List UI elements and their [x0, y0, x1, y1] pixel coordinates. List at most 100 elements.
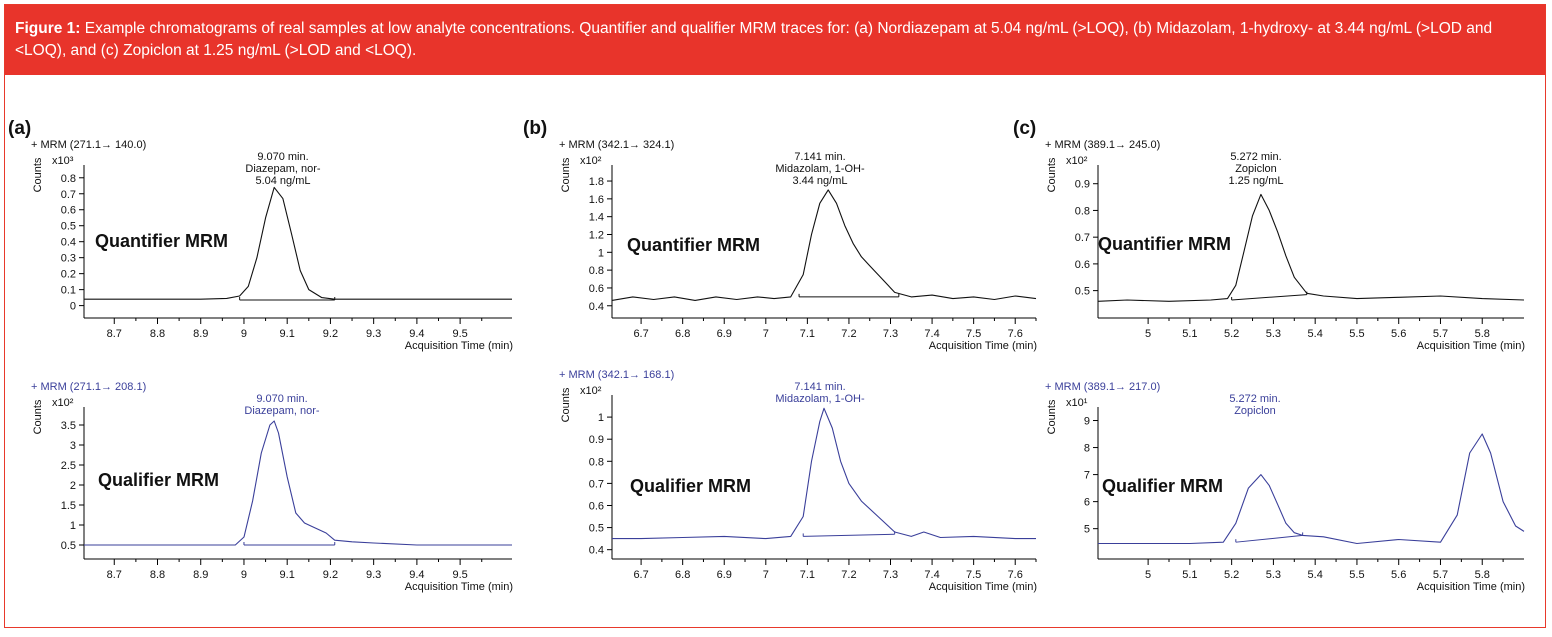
x-tick-label: 5.1 [1182, 569, 1197, 581]
y-tick-label: 9 [1084, 416, 1090, 428]
chart-panel-4: + MRM (271.1→ 208.1) x10² Counts 0.5 1 1.5 2 2.… [31, 381, 513, 593]
y-tick-label: 6 [1084, 497, 1090, 509]
y-tick-label: 2 [70, 480, 76, 492]
y-tick-label: 1.2 [589, 229, 604, 241]
trace-title: + MRM (389.1→ 217.0) [1045, 381, 1160, 393]
x-tick-label: 7.6 [1008, 569, 1023, 581]
y-tick-label: 0.8 [1075, 205, 1090, 217]
x-tick-label: 7 [763, 569, 769, 581]
x-tick-label: 9.3 [366, 328, 381, 340]
chromatogram-trace [84, 420, 512, 546]
x-tick-label: 7.2 [841, 569, 856, 581]
chart-panel-2: (b) + MRM (342.1→ 324.1) x10² Counts 0.4 0.6 0… [523, 118, 1037, 352]
y-tick-label: 0.4 [589, 545, 604, 557]
y-tick-label: 1.6 [589, 194, 604, 206]
y-tick-label: 3 [70, 440, 76, 452]
x-tick-label: 6.7 [633, 569, 648, 581]
chart-panel-1: (a)+ MRM (271.1→ 140.0) x10³ Counts 0 0.1 0.2… [8, 118, 513, 352]
x-tick-label: 6.8 [675, 569, 690, 581]
y-tick-label: 5 [1084, 524, 1090, 536]
y-tick-label: 0.7 [61, 189, 76, 201]
caption-text: Example chromatograms of real samples at… [15, 20, 1493, 59]
x-tick-label: 8.9 [193, 569, 208, 581]
peak-annotation: 5.272 min. [1230, 151, 1281, 163]
y-tick-label: 1.8 [589, 176, 604, 188]
x-tick-label: 9 [241, 569, 247, 581]
chart-panel-3: (c) + MRM (389.1→ 245.0) x10² Counts 0.5 0.6 0… [1013, 118, 1525, 352]
y-axis-label: Counts [32, 399, 44, 434]
x-tick-label: 9.3 [366, 569, 381, 581]
x-tick-label: 5 [1145, 569, 1151, 581]
x-axis-label: Acquisition Time (min) [1417, 340, 1525, 352]
x-tick-label: 5.5 [1349, 328, 1364, 340]
panel-letter: (b) [523, 118, 547, 139]
y-tick-label: 0.6 [61, 205, 76, 217]
x-tick-label: 9.2 [323, 328, 338, 340]
y-axis-label: Counts [1046, 157, 1058, 192]
x-tick-label: 7.3 [883, 328, 898, 340]
x-tick-label: 5.7 [1433, 569, 1448, 581]
y-tick-label: 0.2 [61, 269, 76, 281]
y-tick-label: 0.7 [589, 478, 604, 490]
x-tick-label: 5.8 [1475, 569, 1490, 581]
y-tick-label: 0.8 [589, 456, 604, 468]
axis-multiplier: x10¹ [1066, 397, 1088, 409]
x-tick-label: 5.4 [1308, 569, 1323, 581]
x-tick-label: 7.6 [1008, 328, 1023, 340]
trace-title: + MRM (271.1→ 140.0) [31, 139, 146, 151]
x-tick-label: 5.3 [1266, 328, 1281, 340]
x-tick-label: 9.1 [280, 569, 295, 581]
y-tick-label: 0.9 [1075, 179, 1090, 191]
panel-letter: (a) [8, 118, 31, 139]
y-tick-label: 0.5 [61, 540, 76, 552]
y-tick-label: 2.5 [61, 460, 76, 472]
mode-label: Qualifier MRM [1102, 476, 1223, 496]
caption-label: Figure 1: [15, 20, 81, 37]
peak-annotation: Midazolam, 1-OH- [775, 163, 865, 175]
x-tick-label: 6.8 [675, 328, 690, 340]
x-tick-label: 8.9 [193, 328, 208, 340]
chart-panel-5: + MRM (342.1→ 168.1) x10² Counts 0.4 0.5 0.6 0… [559, 369, 1037, 593]
y-axis-label: Counts [32, 157, 44, 192]
peak-annotation: 1.25 ng/mL [1228, 175, 1283, 187]
axis-multiplier: x10² [52, 397, 74, 409]
y-tick-label: 0 [70, 301, 76, 313]
peak-annotation: Zopiclon [1234, 405, 1276, 417]
chromatogram-trace [612, 407, 1036, 540]
x-axis-label: Acquisition Time (min) [1417, 581, 1525, 593]
y-tick-label: 0.8 [61, 173, 76, 185]
y-tick-label: 0.4 [589, 301, 604, 313]
x-tick-label: 7.2 [841, 328, 856, 340]
trace-title: + MRM (342.1→ 324.1) [559, 139, 674, 151]
trace-title: + MRM (342.1→ 168.1) [559, 369, 674, 381]
y-tick-label: 7 [1084, 470, 1090, 482]
x-tick-label: 9.4 [409, 328, 424, 340]
x-axis-label: Acquisition Time (min) [405, 581, 513, 593]
peak-annotation: Zopiclon [1235, 163, 1277, 175]
mode-label: Qualifier MRM [630, 476, 751, 496]
x-tick-label: 8.7 [107, 328, 122, 340]
peak-annotation: 9.070 min. [257, 151, 308, 163]
x-tick-label: 8.8 [150, 569, 165, 581]
integration-baseline [1235, 534, 1303, 543]
x-tick-label: 5.7 [1433, 328, 1448, 340]
y-tick-label: 0.5 [1075, 286, 1090, 298]
x-tick-label: 5.2 [1224, 328, 1239, 340]
x-tick-label: 5.1 [1182, 328, 1197, 340]
peak-annotation: Diazepam, nor- [244, 405, 320, 417]
y-tick-label: 3.5 [61, 420, 76, 432]
x-tick-label: 7.1 [800, 328, 815, 340]
x-tick-label: 9 [241, 328, 247, 340]
x-axis-label: Acquisition Time (min) [929, 340, 1037, 352]
chromatogram-trace [1098, 433, 1525, 545]
x-tick-label: 5.6 [1391, 328, 1406, 340]
y-tick-label: 1 [598, 412, 604, 424]
x-tick-label: 9.4 [409, 569, 424, 581]
axis-multiplier: x10² [580, 155, 602, 167]
mode-label: Quantifier MRM [1098, 234, 1231, 254]
y-tick-label: 1.4 [589, 212, 604, 224]
x-tick-label: 7.1 [800, 569, 815, 581]
axis-multiplier: x10² [1066, 155, 1088, 167]
mode-label: Quantifier MRM [627, 235, 760, 255]
